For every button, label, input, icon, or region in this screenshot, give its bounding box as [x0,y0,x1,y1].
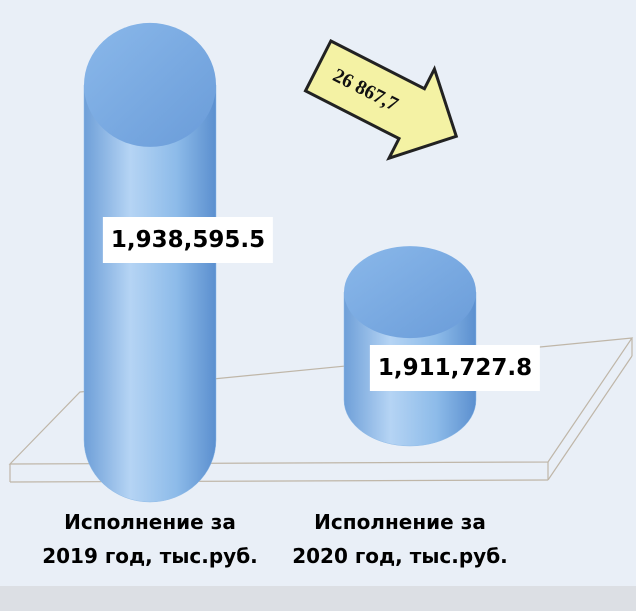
cylinder-body [83,84,217,503]
value-label: 1,938,595.5 [102,217,274,263]
cylinder-top [344,246,476,339]
x-tick-label: Исполнение за 2019 год, тыс.руб. [42,510,258,568]
change-arrow: 26 867,7 [303,38,459,161]
cylinder-top [84,22,216,147]
bottom-strip [0,586,636,611]
value-label: 1,911,727.8 [369,345,541,391]
x-tick-label: Исполнение за 2020 год, тыс.руб. [292,510,508,568]
